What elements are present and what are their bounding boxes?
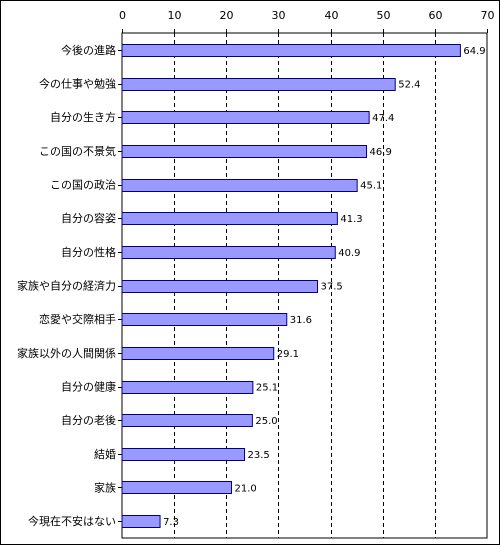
category-label: 今現在不安はない	[28, 514, 116, 528]
value-label: 47.4	[372, 113, 394, 124]
bar	[121, 448, 246, 461]
bar	[121, 381, 254, 394]
category-label: 自分の健康	[61, 380, 116, 394]
category-label: 今後の進路	[61, 43, 116, 57]
category-label: 自分の性格	[61, 245, 116, 259]
category-label: 家族以外の人間関係	[17, 346, 116, 360]
category-label: 家族や自分の経済力	[17, 279, 116, 293]
category-label: 自分の生き方	[50, 110, 116, 124]
category-label: 自分の容姿	[61, 211, 116, 225]
value-label: 64.9	[463, 46, 485, 57]
category-label: この国の不景気	[39, 144, 116, 158]
value-label: 29.1	[277, 349, 299, 360]
value-label: 46.9	[370, 147, 392, 158]
x-tick-label: 60	[429, 9, 443, 22]
bar	[121, 246, 336, 259]
bar	[121, 145, 368, 158]
x-tick-label: 70	[481, 9, 495, 22]
category-label: 今の仕事や勉強	[39, 77, 116, 91]
x-tick-label: 20	[220, 9, 234, 22]
x-tick-label: 50	[377, 9, 391, 22]
bar	[121, 111, 370, 124]
category-label: 自分の老後	[61, 413, 116, 427]
bar	[121, 78, 396, 91]
value-label: 23.5	[248, 450, 270, 461]
bar	[121, 414, 253, 427]
value-label: 7.3	[163, 517, 179, 528]
x-tick-label: 10	[168, 9, 182, 22]
bar	[121, 280, 319, 293]
value-label: 25.0	[255, 416, 277, 427]
bar	[121, 179, 358, 192]
value-label: 25.1	[256, 383, 278, 394]
x-tick-label: 30	[272, 9, 286, 22]
value-label: 41.3	[340, 214, 362, 225]
value-label: 52.4	[398, 80, 420, 91]
bar	[121, 481, 232, 494]
category-label: 家族	[94, 481, 116, 495]
category-label: 結婚	[94, 447, 116, 461]
category-label: この国の政治	[50, 178, 116, 192]
category-label: 恋愛や交際相手	[39, 312, 116, 326]
value-label: 31.6	[290, 315, 312, 326]
bar	[121, 515, 161, 528]
bar	[121, 347, 275, 360]
bar	[121, 313, 288, 326]
value-label: 37.5	[321, 282, 343, 293]
x-tick-label: 40	[325, 9, 339, 22]
value-label: 45.1	[360, 181, 382, 192]
value-label: 21.0	[235, 484, 257, 495]
x-tick-label: 0	[119, 9, 126, 22]
value-label: 40.9	[338, 248, 360, 259]
bar	[121, 212, 338, 225]
bar	[121, 44, 461, 57]
